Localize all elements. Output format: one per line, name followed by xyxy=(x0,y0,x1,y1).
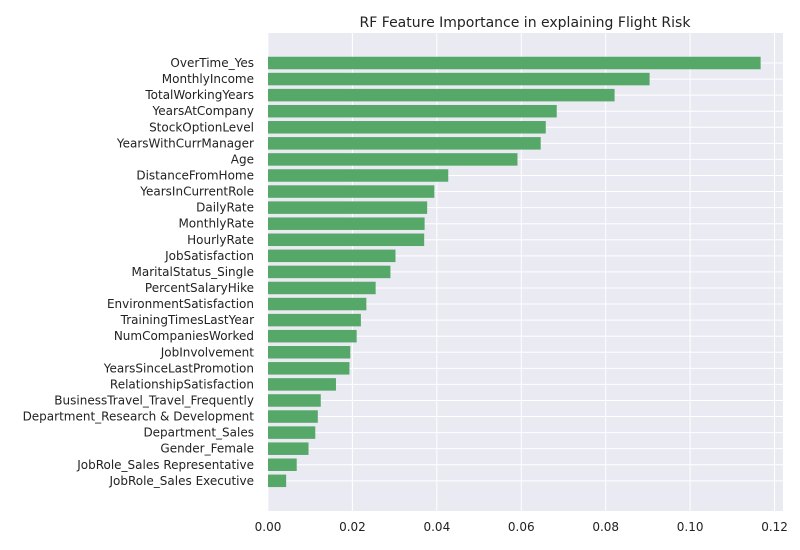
bar xyxy=(268,121,546,134)
x-tick-label: 0.00 xyxy=(255,520,282,534)
bar xyxy=(268,249,396,263)
y-tick-label: TrainingTimesLastYear xyxy=(120,313,254,327)
y-tick-label: JobInvolvement xyxy=(160,345,255,359)
y-tick-label: TotalWorkingYears xyxy=(144,88,254,102)
y-tick-label: NumCompaniesWorked xyxy=(114,329,254,343)
y-tick-label: JobSatisfaction xyxy=(164,249,254,263)
bar xyxy=(268,329,357,343)
y-tick-label: JobRole_Sales Executive xyxy=(108,474,254,488)
bar xyxy=(268,313,361,327)
y-tick-labels: OverTime_Yes MonthlyIncome TotalWorkingYea… xyxy=(23,56,255,488)
bar xyxy=(268,169,449,182)
x-tick-label: 0.08 xyxy=(592,520,619,534)
bars-group xyxy=(268,56,761,488)
bar xyxy=(268,474,287,488)
y-tick-label: StockOptionLevel xyxy=(149,120,254,134)
y-tick-label: MonthlyRate xyxy=(178,217,254,231)
y-tick-label: JobRole_Sales Representative xyxy=(76,458,254,472)
y-tick-label: DistanceFromHome xyxy=(136,168,254,182)
y-tick-label: HourlyRate xyxy=(187,233,254,247)
bar xyxy=(268,72,650,86)
bar xyxy=(268,362,350,375)
y-tick-label: YearsSinceLastPromotion xyxy=(103,361,254,375)
x-tick-label: 0.02 xyxy=(339,520,366,534)
x-tick-labels: 0.00 0.02 0.04 0.06 0.08 0.10 0.12 xyxy=(255,520,788,534)
bar xyxy=(268,185,435,198)
y-tick-label: DailyRate xyxy=(196,201,254,215)
bar xyxy=(268,410,318,423)
y-tick-label: PercentSalaryHike xyxy=(145,281,254,295)
x-tick-label: 0.10 xyxy=(677,520,704,534)
bar xyxy=(268,281,376,295)
bar xyxy=(268,137,541,150)
y-tick-label: YearsInCurrentRole xyxy=(139,185,254,199)
bar xyxy=(268,265,391,279)
y-tick-label: Age xyxy=(231,152,254,166)
bar xyxy=(268,297,367,311)
y-tick-label: YearsAtCompany xyxy=(152,104,254,118)
y-tick-label: YearsWithCurrManager xyxy=(116,136,254,150)
bar xyxy=(268,394,321,407)
bar xyxy=(268,442,309,455)
bar xyxy=(268,233,425,247)
y-tick-label: Gender_Female xyxy=(160,442,254,456)
x-tick-label: 0.06 xyxy=(508,520,535,534)
chart-title: RF Feature Importance in explaining Flig… xyxy=(360,15,692,31)
bar xyxy=(268,346,351,359)
bar xyxy=(268,104,557,118)
bar xyxy=(268,217,425,230)
x-tick-label: 0.12 xyxy=(761,520,788,534)
y-tick-label: EnvironmentSatisfaction xyxy=(107,297,254,311)
bar xyxy=(268,88,615,102)
x-tick-label: 0.04 xyxy=(423,520,450,534)
y-tick-label: RelationshipSatisfaction xyxy=(110,377,254,391)
y-tick-label: OverTime_Yes xyxy=(170,56,254,70)
y-tick-label: MonthlyIncome xyxy=(162,72,254,86)
y-tick-label: Department_Research & Development xyxy=(23,410,255,424)
bar xyxy=(268,201,428,214)
bar xyxy=(268,426,316,439)
bar xyxy=(268,378,336,391)
bar xyxy=(268,56,761,70)
y-tick-label: Department_Sales xyxy=(143,426,254,440)
bar xyxy=(268,458,297,471)
y-tick-label: MaritalStatus_Single xyxy=(132,265,255,279)
y-tick-label: BusinessTravel_Travel_Frequently xyxy=(54,393,254,407)
bar xyxy=(268,153,518,166)
